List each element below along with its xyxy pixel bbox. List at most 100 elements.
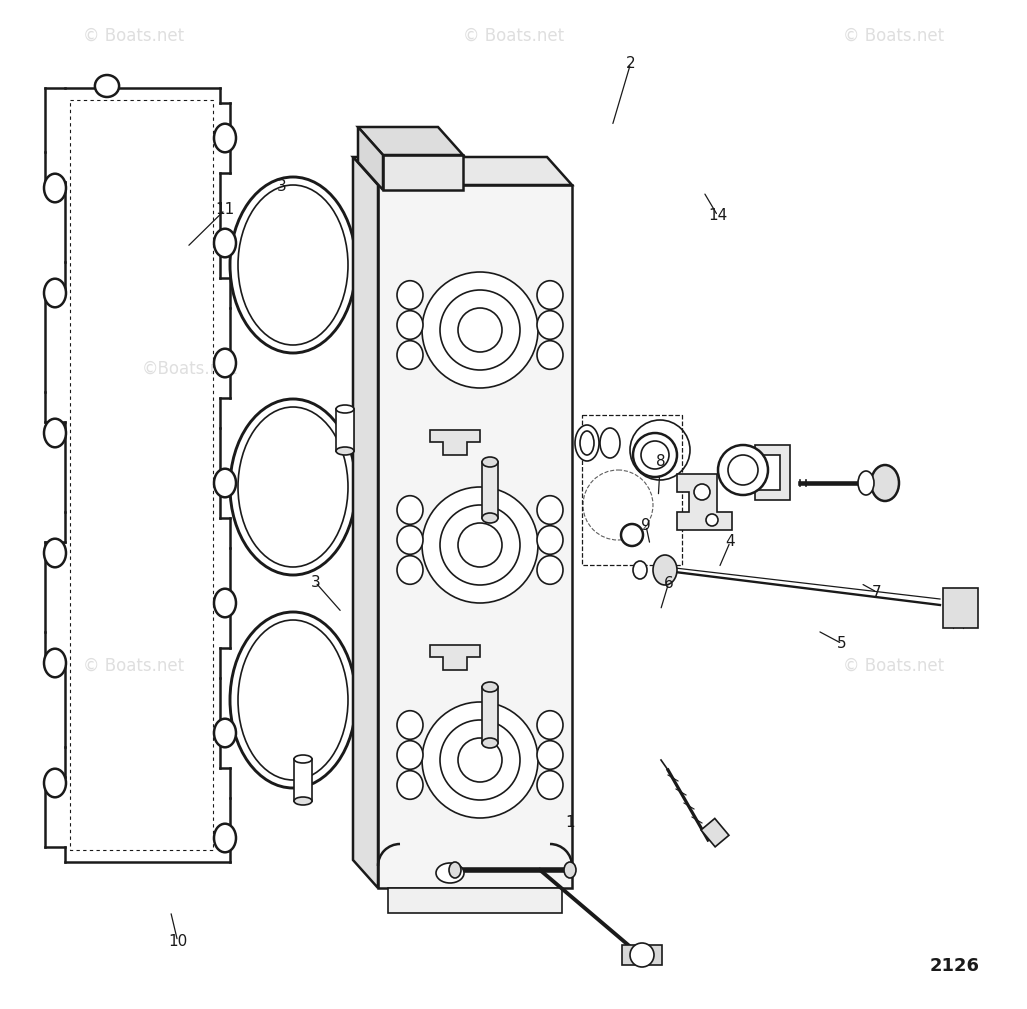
Text: 7: 7 xyxy=(872,585,882,599)
Polygon shape xyxy=(378,185,572,888)
Polygon shape xyxy=(383,155,463,190)
Ellipse shape xyxy=(44,278,66,308)
Text: 3: 3 xyxy=(310,575,320,589)
Bar xyxy=(943,588,978,628)
Ellipse shape xyxy=(482,738,498,748)
Ellipse shape xyxy=(44,419,66,447)
Ellipse shape xyxy=(422,702,538,818)
Polygon shape xyxy=(358,127,463,155)
Ellipse shape xyxy=(449,862,461,878)
Ellipse shape xyxy=(397,710,423,740)
Ellipse shape xyxy=(440,290,520,370)
Text: 4: 4 xyxy=(725,535,735,549)
Text: © Boats.net: © Boats.net xyxy=(843,26,944,44)
Polygon shape xyxy=(353,157,378,888)
Ellipse shape xyxy=(694,484,710,500)
Ellipse shape xyxy=(397,311,423,339)
Ellipse shape xyxy=(537,341,563,369)
Text: © Boats.net: © Boats.net xyxy=(83,657,184,675)
Ellipse shape xyxy=(230,612,356,788)
Ellipse shape xyxy=(397,341,423,369)
Ellipse shape xyxy=(706,514,718,526)
Polygon shape xyxy=(677,474,732,530)
Text: © Boats.net: © Boats.net xyxy=(463,26,564,44)
Ellipse shape xyxy=(718,445,768,495)
Bar xyxy=(701,818,729,847)
Ellipse shape xyxy=(230,177,356,353)
Ellipse shape xyxy=(214,469,236,497)
Ellipse shape xyxy=(458,738,502,782)
Ellipse shape xyxy=(397,495,423,525)
Text: © Boats.net: © Boats.net xyxy=(843,657,944,675)
Ellipse shape xyxy=(728,455,758,485)
Ellipse shape xyxy=(397,771,423,799)
Ellipse shape xyxy=(397,556,423,584)
Ellipse shape xyxy=(621,524,643,546)
Ellipse shape xyxy=(537,741,563,769)
Ellipse shape xyxy=(600,428,620,458)
Ellipse shape xyxy=(336,405,354,413)
Ellipse shape xyxy=(633,561,647,579)
Ellipse shape xyxy=(575,425,599,461)
Ellipse shape xyxy=(397,526,423,554)
Ellipse shape xyxy=(294,797,312,805)
Ellipse shape xyxy=(214,349,236,377)
Bar xyxy=(336,409,354,451)
Ellipse shape xyxy=(214,718,236,748)
Ellipse shape xyxy=(482,457,498,467)
Ellipse shape xyxy=(214,229,236,257)
Polygon shape xyxy=(755,445,790,500)
Ellipse shape xyxy=(94,75,119,97)
Text: 2: 2 xyxy=(625,57,636,71)
Ellipse shape xyxy=(397,281,423,310)
Polygon shape xyxy=(430,430,480,455)
Text: 14: 14 xyxy=(709,209,727,223)
Text: © Boats.net: © Boats.net xyxy=(463,657,564,675)
Bar xyxy=(482,687,498,743)
Ellipse shape xyxy=(44,649,66,677)
Polygon shape xyxy=(388,888,562,913)
Ellipse shape xyxy=(397,741,423,769)
Ellipse shape xyxy=(294,755,312,763)
Ellipse shape xyxy=(422,272,538,388)
Polygon shape xyxy=(358,127,383,190)
Ellipse shape xyxy=(440,504,520,585)
Ellipse shape xyxy=(440,720,520,800)
Ellipse shape xyxy=(537,311,563,339)
Ellipse shape xyxy=(214,588,236,618)
Text: 2126: 2126 xyxy=(930,957,980,975)
Ellipse shape xyxy=(458,308,502,352)
Text: ©Boats.net: ©Boats.net xyxy=(142,359,238,377)
Ellipse shape xyxy=(422,487,538,603)
Ellipse shape xyxy=(230,399,356,575)
Bar xyxy=(482,462,498,518)
Ellipse shape xyxy=(641,441,669,469)
Ellipse shape xyxy=(537,526,563,554)
Ellipse shape xyxy=(214,124,236,152)
Text: © Boats.net: © Boats.net xyxy=(83,26,184,44)
Ellipse shape xyxy=(238,407,348,567)
Ellipse shape xyxy=(537,495,563,525)
Polygon shape xyxy=(430,645,480,670)
Polygon shape xyxy=(622,945,662,965)
Polygon shape xyxy=(353,157,572,185)
Ellipse shape xyxy=(630,943,654,967)
Ellipse shape xyxy=(871,465,899,501)
Ellipse shape xyxy=(238,185,348,345)
Bar xyxy=(294,759,312,801)
Ellipse shape xyxy=(537,281,563,310)
Ellipse shape xyxy=(858,471,874,495)
Ellipse shape xyxy=(436,863,464,883)
Ellipse shape xyxy=(537,710,563,740)
Ellipse shape xyxy=(653,555,677,585)
Ellipse shape xyxy=(44,539,66,567)
Ellipse shape xyxy=(580,431,594,455)
Text: 3: 3 xyxy=(276,180,287,194)
Ellipse shape xyxy=(214,823,236,853)
Ellipse shape xyxy=(482,513,498,523)
Ellipse shape xyxy=(482,682,498,692)
Ellipse shape xyxy=(633,433,677,477)
Ellipse shape xyxy=(336,447,354,455)
Text: 10: 10 xyxy=(168,934,187,948)
Ellipse shape xyxy=(458,523,502,567)
